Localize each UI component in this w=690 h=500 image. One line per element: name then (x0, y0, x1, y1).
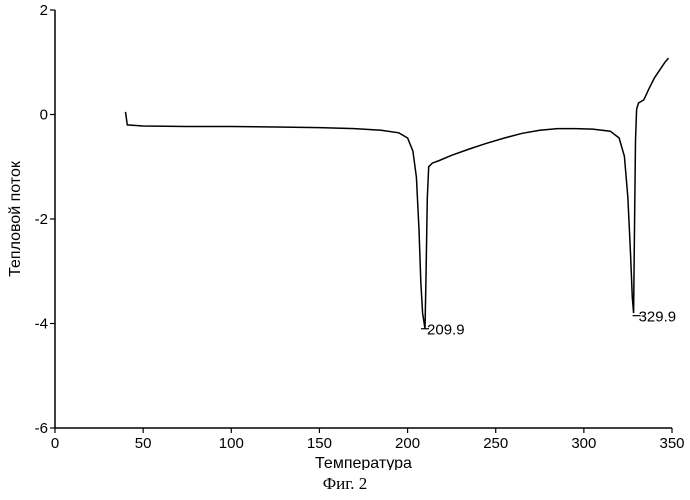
dsc-chart: 0 50 100 150 200 250 300 350 2 0 -2 -4 -6 209.9 329.9… (0, 0, 690, 470)
x-tick-label: 0 (51, 435, 59, 452)
peak-label: 209.9 (427, 322, 465, 339)
x-tick-label: 100 (219, 435, 244, 452)
x-axis-label: Температура (315, 455, 412, 470)
chart-axes (55, 10, 672, 428)
y-axis-label: Тепловой поток (7, 160, 24, 277)
y-tick-label: -4 (35, 316, 48, 333)
y-tick-label: -2 (35, 211, 48, 228)
chart-ticks: 0 50 100 150 200 250 300 350 2 0 -2 -4 -6 (35, 2, 685, 452)
x-tick-label: 200 (395, 435, 420, 452)
peak-label: 329.9 (639, 309, 677, 326)
x-tick-label: 350 (659, 435, 684, 452)
x-tick-label: 150 (307, 435, 332, 452)
series-line (126, 58, 669, 329)
chart-annotations: 209.9 329.9 (421, 309, 676, 339)
x-tick-label: 50 (135, 435, 152, 452)
y-tick-label: -6 (35, 420, 48, 437)
figure-caption: Фиг. 2 (0, 474, 690, 494)
x-tick-label: 250 (483, 435, 508, 452)
x-tick-label: 300 (571, 435, 596, 452)
y-tick-label: 0 (40, 107, 48, 124)
y-tick-label: 2 (40, 2, 48, 19)
